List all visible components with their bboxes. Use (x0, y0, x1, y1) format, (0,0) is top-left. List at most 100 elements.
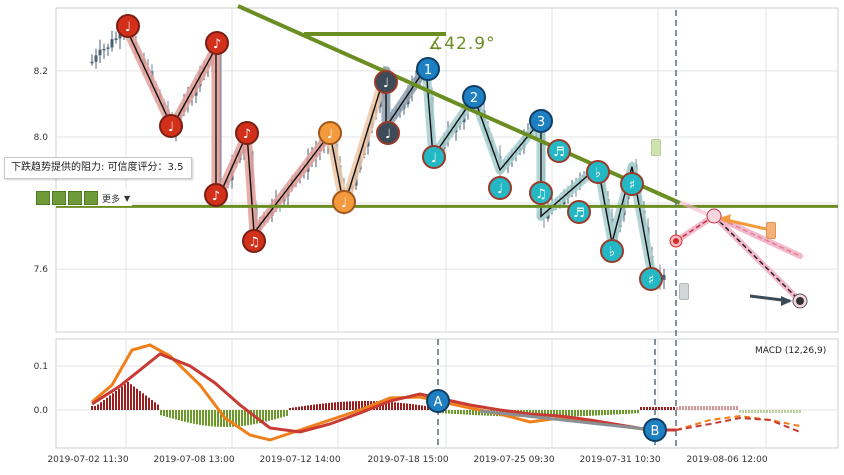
macd-histogram-bar (94, 406, 96, 410)
macd-histogram-bar (244, 410, 246, 426)
macd-histogram-bar (421, 405, 423, 410)
candle-body (106, 47, 110, 49)
macd-histogram-bar (139, 391, 141, 410)
macd-histogram-bar (757, 410, 759, 413)
music-note-icon: ♩ (327, 127, 333, 142)
macd-histogram-bar (406, 403, 408, 410)
macd-histogram-bar (259, 410, 261, 423)
macd-histogram-bar (307, 405, 309, 410)
candle-body (110, 39, 114, 48)
macd-histogram-bar (208, 410, 210, 427)
macd-histogram-bar (622, 410, 624, 415)
macd-histogram-bar (91, 406, 93, 410)
macd-histogram-bar (97, 404, 99, 410)
macd-histogram-bar (274, 410, 276, 420)
pattern-marker (116, 14, 140, 38)
x-tick-label: 2019-07-12 14:00 (259, 455, 340, 465)
macd-histogram-bar (196, 410, 198, 425)
macd-histogram-bar (673, 407, 675, 410)
macd-histogram-bar (703, 406, 705, 410)
macd-histogram-bar (664, 407, 666, 410)
macd-histogram-bar (124, 384, 126, 410)
macd-histogram-bar (172, 410, 174, 419)
macd-histogram-bar (793, 410, 795, 413)
macd-histogram-bar (142, 393, 144, 410)
macd-histogram-bar (352, 401, 354, 410)
macd-histogram-bar (649, 407, 651, 410)
toolbar-button-3[interactable] (68, 191, 82, 205)
macd-histogram-bar (271, 410, 273, 421)
macd-histogram-bar (685, 406, 687, 410)
macd-histogram-bar (298, 406, 300, 410)
macd-histogram-bar (565, 410, 567, 417)
pattern-marker (422, 145, 446, 169)
music-note-icon: ♩ (168, 120, 174, 135)
macd-histogram-bar (301, 406, 303, 410)
beamed-note-icon: ♫ (248, 235, 260, 250)
macd-histogram-bar (247, 410, 249, 426)
signal-toolbar[interactable]: 更多 ▼ (34, 190, 133, 206)
x-tick-label: 2019-08-06 12:00 (686, 455, 767, 465)
macd-histogram-bar (235, 410, 237, 427)
wave-bands (121, 23, 657, 281)
macd-histogram-bar (184, 410, 186, 422)
macd-y-tick-label: 0.1 (34, 362, 48, 372)
angle-label: ∡42.9° (428, 34, 496, 54)
projection-label-down (679, 283, 689, 300)
macd-histogram-bar (688, 406, 690, 410)
beamed-note-icon: ♫ (535, 187, 547, 202)
macd-histogram-bar (640, 407, 642, 410)
y-tick-label: 8.0 (34, 133, 49, 143)
toolbar-button-2[interactable] (52, 191, 66, 205)
pattern-marker (376, 121, 400, 145)
flat-icon: ♭ (595, 166, 601, 181)
projection-band (679, 200, 801, 258)
wave-peak-marker (462, 85, 486, 109)
macd-histogram-bar (790, 410, 792, 413)
macd-histogram-bar (133, 386, 135, 410)
macd-histogram-bar (403, 403, 405, 410)
macd-histogram-bar (340, 401, 342, 410)
macd-histogram-bar (337, 402, 339, 410)
macd-histogram-bar (568, 410, 570, 417)
macd-histogram-bar (595, 410, 597, 416)
macd-histogram-bar (211, 410, 213, 427)
macd-histogram-bar (220, 410, 222, 427)
x-tick-label: 2019-07-18 15:00 (367, 455, 448, 465)
beamed-note-icon: ♬ (553, 145, 565, 160)
macd-histogram-bar (448, 410, 450, 414)
macd-histogram-bar (460, 410, 462, 415)
macd-histogram-bar (784, 410, 786, 413)
macd-histogram-bar (544, 410, 546, 417)
macd-histogram-bar (322, 403, 324, 410)
macd-histogram-bar (712, 406, 714, 410)
macd-histogram-bar (610, 410, 612, 415)
toolbar-button-1[interactable] (36, 191, 50, 205)
macd-histogram-bar (742, 410, 744, 413)
macd-histogram-bar (328, 402, 330, 410)
sharp-icon: ♯ (629, 178, 635, 193)
macd-histogram-bar (361, 401, 363, 410)
macd-histogram-bar (214, 410, 216, 427)
signal-line (91, 352, 676, 434)
pattern-marker (600, 239, 624, 263)
macd-histogram-bar (715, 406, 717, 410)
macd-histogram-bar (397, 402, 399, 410)
macd-histogram-bar (676, 407, 678, 410)
macd-histogram-bar (667, 407, 669, 410)
chevron-down-icon[interactable]: ▼ (124, 193, 131, 203)
macd-histogram-bar (265, 410, 267, 422)
macd-panel-frame (55, 338, 839, 449)
resistance-tooltip: 下跌趋势提供的阻力: 可信度评分：3.5 (4, 157, 193, 179)
macd-histogram-bar (349, 401, 351, 410)
macd-projection (675, 414, 801, 431)
music-note-icon: ♩ (431, 151, 437, 166)
macd-histogram-bar (166, 410, 168, 418)
toolbar-more-link[interactable]: 更多 (102, 194, 121, 205)
macd-histogram-bar (103, 400, 105, 410)
macd-histogram-bar (628, 410, 630, 414)
macd-histogram-bar (127, 382, 129, 410)
pattern-marker (374, 70, 398, 94)
toolbar-button-4[interactable] (84, 191, 98, 205)
